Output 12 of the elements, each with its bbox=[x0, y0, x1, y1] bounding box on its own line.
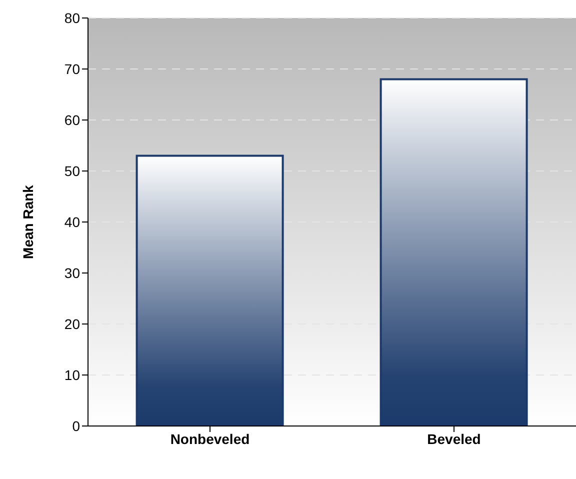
x-tick-label: Beveled bbox=[427, 430, 481, 447]
y-tick-label: 70 bbox=[64, 60, 80, 77]
y-tick-label: 60 bbox=[64, 112, 80, 128]
y-tick-label: 80 bbox=[64, 10, 80, 26]
y-tick-label: 0 bbox=[72, 418, 80, 434]
y-tick-label: 50 bbox=[64, 162, 80, 179]
y-axis-title: Mean Rank bbox=[20, 184, 36, 259]
x-tick-label: Nonbeveled bbox=[170, 430, 250, 447]
y-tick-label: 10 bbox=[64, 366, 80, 383]
y-tick-label: 30 bbox=[64, 264, 80, 281]
y-tick-label: 20 bbox=[64, 316, 80, 332]
y-tick-label: 40 bbox=[64, 214, 80, 230]
